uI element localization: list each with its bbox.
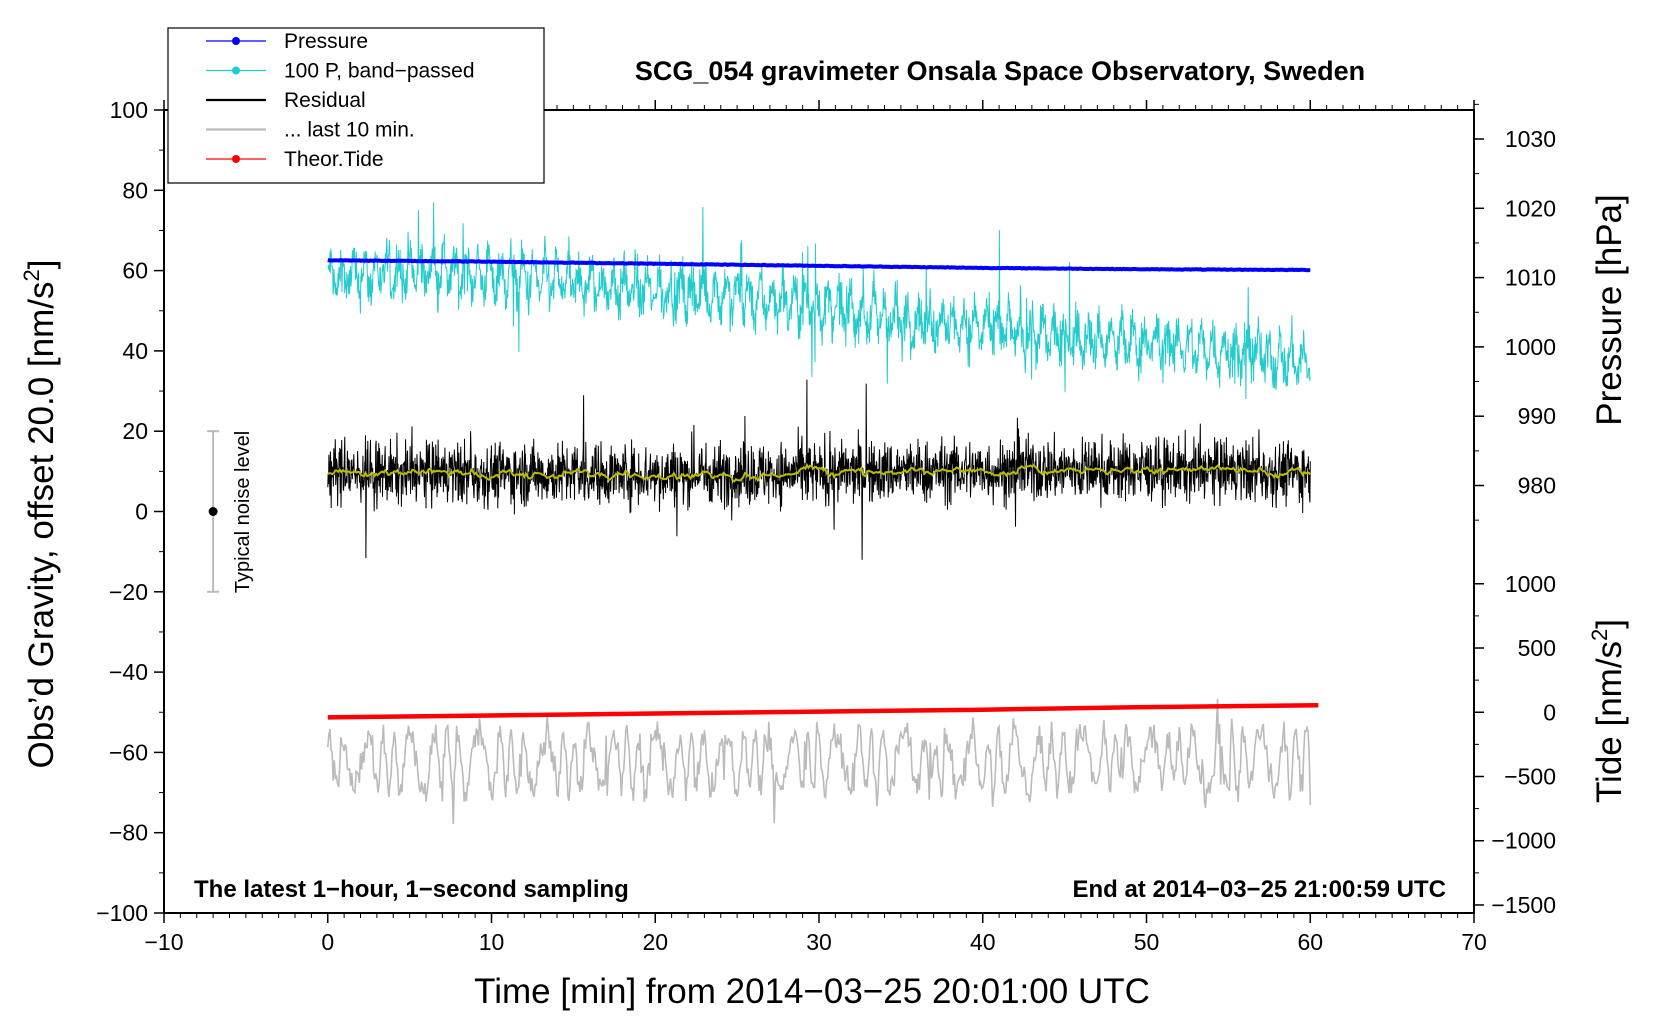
pressure-tick-label: 1020 [1505, 195, 1556, 221]
x-tick-label: −10 [144, 929, 183, 955]
last10-line [327, 698, 1312, 825]
y-tick-label: 80 [122, 177, 148, 203]
y-label-tide-sup: 2 [1587, 629, 1612, 641]
tide-line [327, 702, 1319, 720]
x-tick-label: 0 [321, 929, 334, 955]
legend-swatch-marker [232, 66, 240, 75]
y-tick-label: −80 [109, 820, 148, 846]
legend-item: Theor.Tide [206, 148, 384, 171]
pressure-tick-label: 1030 [1505, 126, 1556, 152]
legend-item: ... last 10 min. [206, 119, 415, 142]
note-right: End at 2014−03−25 21:00:59 UTC [1072, 876, 1446, 903]
y-tick-label: 40 [122, 338, 148, 364]
x-tick-label: 60 [1297, 929, 1323, 955]
legend-label: Theor.Tide [284, 148, 384, 171]
y-tick-label: 0 [135, 499, 148, 525]
legend-swatch-marker [232, 155, 240, 163]
tide-tick-label: 500 [1518, 635, 1556, 661]
legend-box [167, 27, 545, 184]
legend-label: ... last 10 min. [284, 119, 415, 142]
y-label-tide-close: ] [1590, 619, 1629, 629]
legend: Pressure 100 P, band−passed Residual ... la… [167, 27, 545, 184]
y-tick-label: −40 [109, 659, 148, 685]
y-label-tide-main: Tide [nm/s [1590, 641, 1629, 803]
legend-item: Residual [206, 89, 366, 112]
x-tick-label: 70 [1461, 929, 1487, 955]
pressure-tick-label: 990 [1518, 403, 1556, 429]
pressure-tick-label: 980 [1518, 473, 1556, 499]
y-tick-label: −20 [109, 579, 148, 605]
bandpassed-line [327, 202, 1311, 400]
ticks-layer: −10 0 10 20 30 40 50 60 70100806040200−20−40−60−… [96, 97, 1556, 955]
tide-tick-label: 1000 [1505, 571, 1556, 597]
noise-indicator: Typical noise level [207, 430, 254, 593]
legend-item: 100 P, band−passed [206, 60, 475, 83]
residual-line [327, 379, 1311, 560]
noise-dot [208, 507, 218, 516]
note-left: The latest 1−hour, 1−second sampling [194, 876, 629, 903]
y-tick-label: 60 [122, 258, 148, 284]
tide-tick-label: −1000 [1491, 828, 1556, 854]
y-axis-label-left: Obs’d Gravity, offset 20.0 [nm/s2] [19, 260, 61, 769]
pressure-line [327, 258, 1311, 273]
legend-label: Pressure [284, 30, 368, 53]
x-tick-label: 10 [479, 929, 505, 955]
pressure-tick-label: 1000 [1505, 334, 1556, 360]
pressure-tick-label: 1010 [1505, 265, 1556, 291]
x-tick-label: 40 [970, 929, 996, 955]
residual-smooth-line [327, 462, 1312, 483]
y-label-left-sup: 2 [19, 269, 44, 281]
x-tick-label: 50 [1134, 929, 1160, 955]
y-tick-label: −100 [96, 900, 148, 926]
noise-label: Typical noise level [232, 431, 254, 593]
legend-swatch-marker [232, 37, 240, 45]
legend-label: Residual [284, 89, 366, 112]
chart-title: SCG_054 gravimeter Onsala Space Observat… [635, 56, 1365, 86]
y-label-left-main: Obs’d Gravity, offset 20.0 [nm/s [22, 282, 61, 769]
legend-item: Pressure [206, 30, 368, 53]
data-layer [327, 202, 1319, 825]
y-tick-label: 100 [110, 97, 148, 123]
tide-tick-label: −500 [1504, 763, 1556, 789]
x-tick-label: 20 [642, 929, 668, 955]
y-tick-label: −60 [109, 739, 148, 765]
y-label-left-close: ] [22, 260, 61, 270]
legend-label: 100 P, band−passed [284, 60, 475, 83]
y-tick-label: 20 [122, 418, 148, 444]
x-axis-label: Time [min] from 2014−03−25 20:01:00 UTC [474, 972, 1150, 1011]
tide-tick-label: 0 [1543, 699, 1556, 725]
x-tick-label: 30 [806, 929, 832, 955]
y-axis-label-tide: Tide [nm/s2] [1587, 619, 1629, 803]
y-axis-label-pressure: Pressure [hPa] [1590, 194, 1629, 426]
tide-tick-label: −1500 [1491, 892, 1556, 918]
